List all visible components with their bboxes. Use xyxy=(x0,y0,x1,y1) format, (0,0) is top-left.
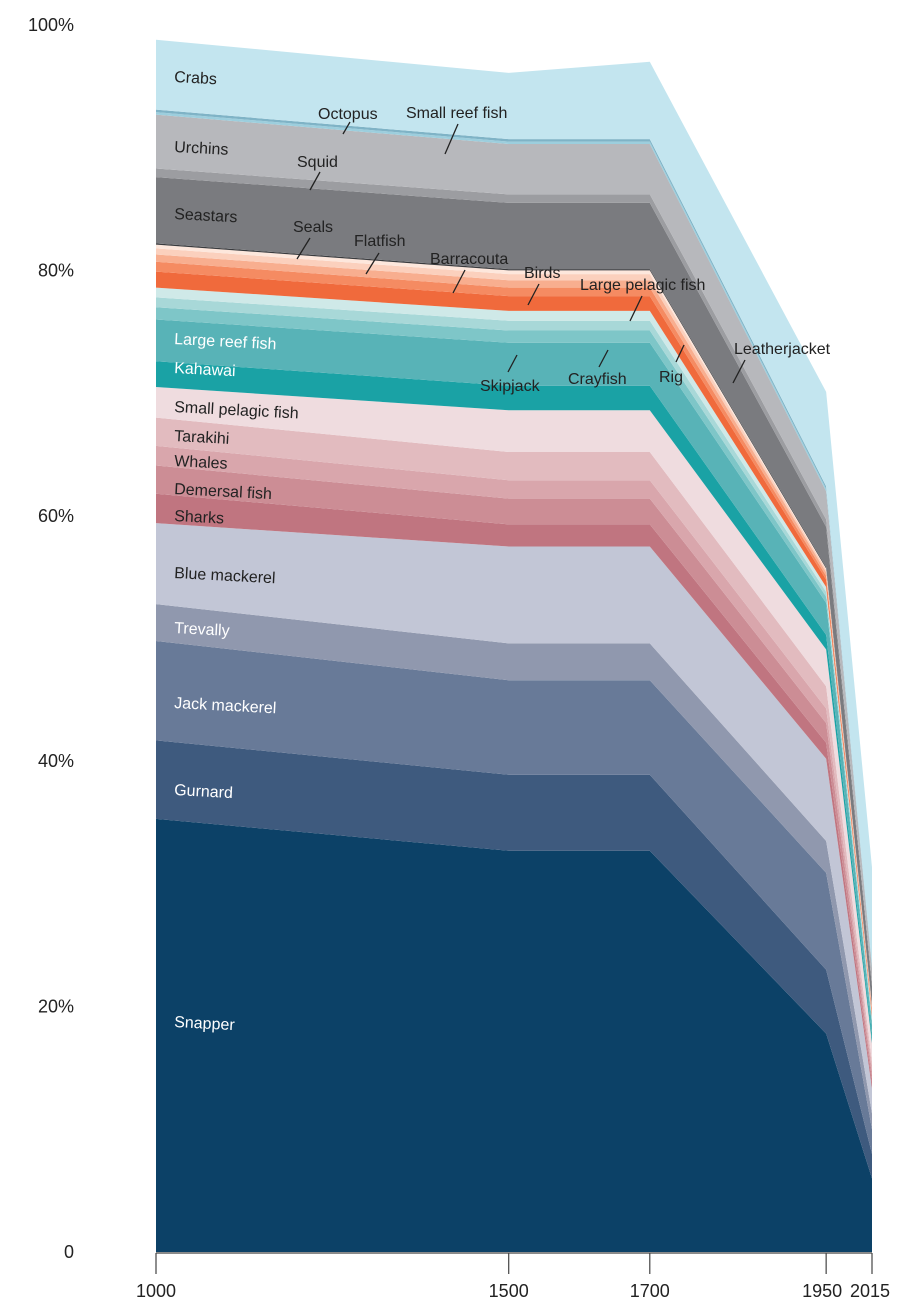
leader-crayfish xyxy=(598,349,609,368)
y-tick-label: 60% xyxy=(38,506,74,526)
area-blue-mackerel xyxy=(156,523,872,1114)
area-gurnard xyxy=(156,740,872,1179)
label-whales: Whales xyxy=(174,453,228,473)
label-sharks: Sharks xyxy=(174,508,225,528)
x-tick-label: 2015 xyxy=(850,1281,890,1300)
label-tarakihi: Tarakihi xyxy=(174,428,230,448)
y-tick-label: 40% xyxy=(38,751,74,771)
leader-birds xyxy=(527,283,540,306)
label-large-reef-fish: Large reef fish xyxy=(174,331,277,353)
y-tick-label: 0 xyxy=(64,1242,74,1262)
label-leatherjacket: Leatherjacket xyxy=(734,341,831,358)
leader-large-pelagic-fish xyxy=(629,295,643,322)
y-tick-label: 20% xyxy=(38,997,74,1017)
label-trevally: Trevally xyxy=(174,620,230,640)
y-axis: 0 20% 40% 60% 80% 100% xyxy=(28,15,74,1262)
label-kahawai: Kahawai xyxy=(174,360,236,380)
label-crayfish: Crayfish xyxy=(568,371,627,388)
leader-flatfish xyxy=(365,252,380,275)
x-tick-label: 1700 xyxy=(630,1281,670,1300)
leader-squid xyxy=(309,171,321,191)
label-blue-mackerel: Blue mackerel xyxy=(174,565,276,587)
leader-leatherjacket xyxy=(732,359,746,384)
label-snapper: Snapper xyxy=(174,1014,236,1034)
leader-small-reef-fish xyxy=(444,123,459,155)
label-demersal-fish: Demersal fish xyxy=(174,481,273,503)
label-skipjack: Skipjack xyxy=(480,378,541,395)
label-rig: Rig xyxy=(659,369,683,386)
x-tick-label: 1950 xyxy=(802,1281,842,1300)
label-squid: Squid xyxy=(297,154,338,171)
label-small-reef-fish: Small reef fish xyxy=(406,105,507,122)
label-barracouta: Barracouta xyxy=(430,251,508,268)
area-jack-mackerel xyxy=(156,640,872,1154)
label-jack-mackerel: Jack mackerel xyxy=(174,695,277,717)
leader-octopus xyxy=(342,121,351,135)
x-tick-label: 1500 xyxy=(489,1281,529,1300)
y-tick-label: 80% xyxy=(38,260,74,280)
label-urchins: Urchins xyxy=(174,139,229,159)
series-labels: Snapper Gurnard Jack mackerel Trevally Blue … xyxy=(174,69,831,1034)
label-crabs: Crabs xyxy=(174,69,218,88)
area-snapper xyxy=(156,818,872,1252)
label-small-pelagic-fish: Small pelagic fish xyxy=(174,399,299,422)
label-birds: Birds xyxy=(524,265,560,282)
area-layers xyxy=(156,39,872,1252)
label-flatfish: Flatfish xyxy=(354,233,406,250)
label-seals: Seals xyxy=(293,219,333,236)
x-axis: 1000 1500 1700 1950 2015 xyxy=(136,1252,890,1300)
leader-skipjack xyxy=(507,354,518,373)
label-gurnard: Gurnard xyxy=(174,782,234,802)
leader-seals xyxy=(296,237,311,260)
label-large-pelagic-fish: Large pelagic fish xyxy=(580,277,705,294)
leader-lines xyxy=(296,121,746,384)
leader-barracouta xyxy=(452,269,466,294)
x-tick-label: 1000 xyxy=(136,1281,176,1300)
label-octopus: Octopus xyxy=(318,106,378,123)
label-seastars: Seastars xyxy=(174,206,238,226)
leader-rig xyxy=(675,344,685,363)
y-tick-label: 100% xyxy=(28,15,74,35)
